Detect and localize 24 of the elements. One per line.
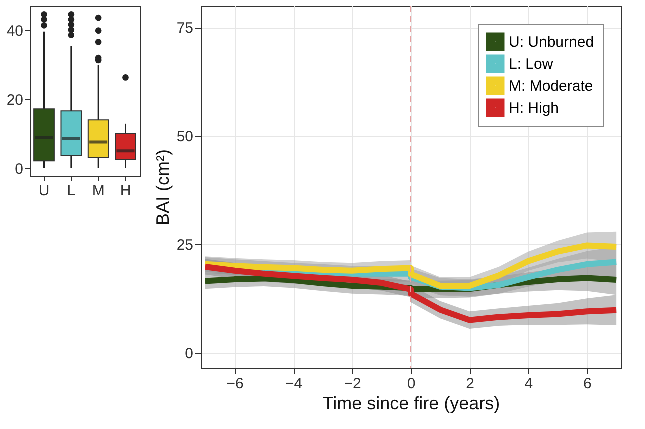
y-axis-title: BAI (cm²) xyxy=(152,150,173,226)
x-tick-label: 0 xyxy=(407,376,416,392)
legend-label: H: High xyxy=(509,100,560,117)
x-tick-label: −6 xyxy=(226,376,244,392)
y-tick-label: 25 xyxy=(176,236,194,254)
y-tick-label: 40 xyxy=(6,22,24,40)
legend-label: U: Unburned xyxy=(509,34,594,51)
y-tick-label: 75 xyxy=(176,20,194,38)
y-tick-label: 20 xyxy=(6,92,24,109)
x-tick-label: 6 xyxy=(584,376,592,392)
x-tick-label: 4 xyxy=(524,376,534,392)
x-tick-label: M xyxy=(92,182,105,200)
x-tick-label: −4 xyxy=(285,376,303,392)
y-tick-label: 0 xyxy=(15,160,24,178)
legend-label: M: Moderate xyxy=(509,78,594,95)
x-axis-title: Time since fire (years) xyxy=(322,394,500,414)
y-tick-label: 50 xyxy=(176,128,194,146)
legend-label: L: Low xyxy=(509,56,554,73)
x-tick-label: L xyxy=(67,182,76,200)
y-tick-label: 0 xyxy=(185,345,194,362)
x-tick-label: H xyxy=(120,182,132,200)
x-tick-label: −2 xyxy=(344,376,362,392)
x-tick-label: 2 xyxy=(466,376,474,392)
x-tick-label: U xyxy=(38,182,50,200)
